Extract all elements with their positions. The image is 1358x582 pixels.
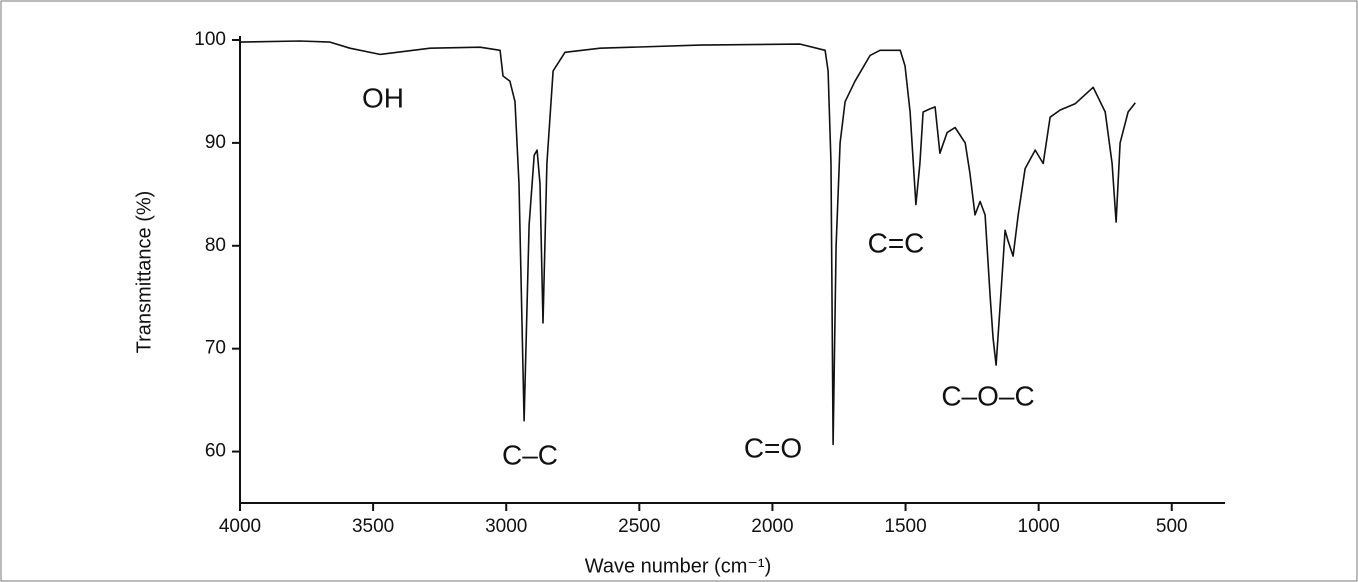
x-tick-label: 500 (1156, 516, 1188, 537)
x-tick-label: 2500 (618, 516, 660, 537)
x-axis-label: Wave number (cm⁻¹) (585, 555, 772, 577)
y-tick-label: 70 (205, 338, 226, 359)
y-tick-label: 60 (205, 441, 226, 462)
annotation: C=C (868, 227, 925, 258)
x-tick-label: 2000 (751, 516, 793, 537)
x-tick-label: 3000 (485, 516, 527, 537)
x-tick-label: 3500 (352, 516, 394, 537)
annotation: OH (362, 82, 404, 113)
y-tick-label: 80 (205, 235, 226, 256)
x-tick-label: 4000 (219, 516, 261, 537)
spectrum-line (239, 40, 1136, 446)
y-axis-label: Transmittance (%) (133, 191, 155, 354)
y-tick-label: 100 (194, 29, 226, 50)
x-tick-label: 1500 (884, 516, 926, 537)
y-tick-label: 90 (205, 132, 226, 153)
annotation: C=O (744, 432, 802, 463)
annotation: C–C (502, 439, 558, 470)
annotation: C–O–C (941, 380, 1034, 411)
x-tick-label: 1000 (1018, 516, 1060, 537)
